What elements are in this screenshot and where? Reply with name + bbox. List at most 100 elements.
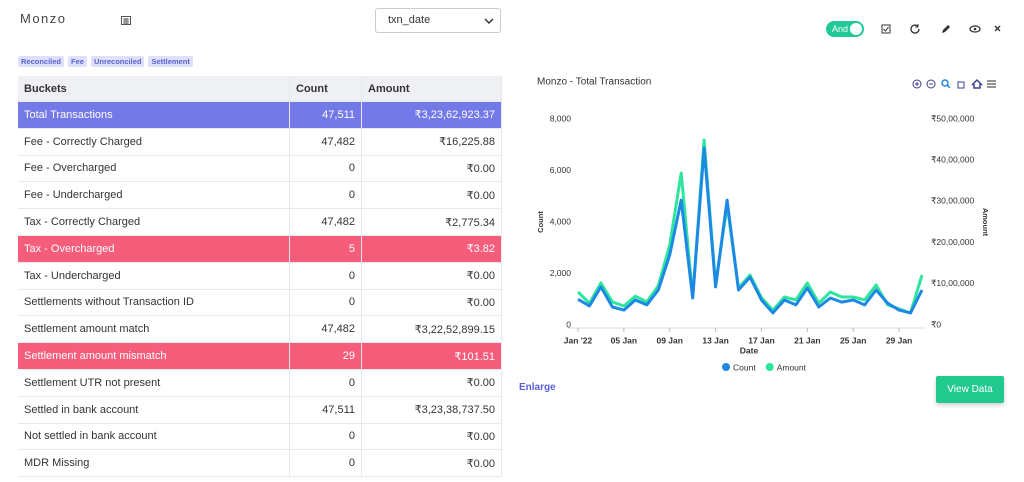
y-tick-label: 8,000 — [550, 113, 572, 123]
table-cell: Fee - Correctly Charged — [18, 128, 290, 155]
table-cell: ₹0.00 — [362, 182, 502, 209]
x-tick-label: 21 Jan — [794, 335, 820, 345]
x-tick-label: 13 Jan — [702, 335, 728, 345]
legend-marker — [765, 363, 774, 371]
view-data-button[interactable]: View Data — [936, 376, 1004, 403]
filter-tag[interactable]: Unreconciled — [90, 56, 145, 67]
table-cell: ₹16,225.88 — [362, 128, 502, 155]
table-cell: Settlement amount match — [18, 316, 290, 343]
y2-tick-label: ₹40,00,000 — [931, 154, 974, 164]
y-axis-label: Count — [536, 211, 545, 233]
x-tick-label: 29 Jan — [886, 335, 912, 345]
filter-tag[interactable]: Reconciled — [18, 56, 65, 67]
table-cell: ₹0.00 — [362, 155, 502, 182]
table-row: Tax - Overcharged 5 ₹3.82 — [18, 235, 502, 263]
filter-tag[interactable]: Fee — [68, 56, 87, 67]
column-header: Amount — [362, 76, 502, 101]
table-row: Settlement amount mismatch 29 ₹101.51 — [18, 343, 502, 370]
y2-tick-label: ₹30,00,000 — [931, 196, 974, 206]
table-cell: 0 — [290, 289, 362, 316]
y2-tick-label: ₹20,00,000 — [931, 237, 974, 247]
table-cell: 47,511 — [290, 396, 362, 423]
table-cell: MDR Missing — [18, 450, 290, 477]
table-cell: ₹3,22,52,899.15 — [362, 316, 502, 343]
app-title: Monzo — [20, 11, 67, 26]
x-axis-label: Date — [740, 345, 759, 355]
table-row: Settlement UTR not present 0 ₹0.00 — [18, 369, 502, 397]
chart-title: Monzo - Total Transaction — [537, 77, 651, 88]
table-cell: Settlement UTR not present — [18, 369, 290, 396]
table-cell: 0 — [290, 155, 362, 182]
table-row: Total Transactions 47,511 ₹3,23,62,923.37 — [18, 102, 502, 129]
series-line — [577, 146, 924, 315]
y-tick-label: 6,000 — [550, 165, 572, 175]
y-tick-label: 2,000 — [550, 268, 572, 278]
home-icon[interactable] — [971, 78, 983, 89]
table-cell: Tax - Correctly Charged — [18, 209, 290, 235]
zoom-in-icon[interactable] — [912, 79, 922, 89]
x-tick-label: Jan '22 — [564, 335, 593, 345]
table-row: Tax - Correctly Charged 47,482 ₹2,775.34 — [18, 209, 502, 236]
table-cell: 47,511 — [290, 102, 362, 128]
y-tick-label: 4,000 — [550, 216, 572, 226]
refresh-icon[interactable] — [910, 24, 920, 34]
edit-icon[interactable] — [942, 25, 950, 33]
table-cell: ₹2,775.34 — [362, 209, 502, 235]
filter-tag[interactable]: Settlement — [148, 56, 193, 67]
table-cell: Settlements without Transaction ID — [18, 289, 290, 316]
table-cell: 0 — [290, 423, 362, 450]
table-cell: ₹3.82 — [362, 235, 502, 262]
column-header: Buckets — [18, 76, 290, 101]
x-tick-label: 25 Jan — [840, 335, 866, 345]
menu-icon[interactable] — [987, 80, 996, 88]
table-cell: ₹0.00 — [362, 423, 502, 450]
table-cell: 47,482 — [290, 209, 362, 235]
y2-tick-label: ₹50,00,000 — [931, 113, 974, 123]
x-tick-label: 17 Jan — [748, 335, 774, 345]
table-header: Buckets Count Amount — [18, 76, 502, 102]
and-toggle[interactable]: And — [826, 21, 864, 37]
enlarge-link[interactable]: Enlarge — [519, 382, 556, 393]
zoom-icon[interactable] — [941, 79, 949, 87]
legend-label: Count — [733, 362, 756, 372]
date-field-select[interactable]: txn_date — [375, 8, 501, 33]
table-cell: Settled in bank account — [18, 396, 290, 423]
tag-list: Reconciled Fee Unreconciled Settlement — [18, 56, 193, 67]
buckets-table: Buckets Count Amount Total Transactions 47,5… — [18, 76, 502, 482]
table-cell: ₹0.00 — [362, 289, 502, 316]
table-cell: ₹3,23,38,737.50 — [362, 396, 502, 423]
table-cell: 0 — [290, 262, 362, 289]
table-row: Settled in bank account 47,511 ₹3,23,38,73… — [18, 396, 502, 424]
y-tick-label: 0 — [566, 319, 571, 329]
check-icon[interactable] — [881, 24, 891, 34]
table-cell: ₹3,23,62,923.37 — [362, 102, 502, 128]
chart-toolbar — [912, 78, 996, 89]
calendar-icon[interactable] — [121, 15, 131, 25]
toolbar-icons — [881, 24, 1001, 34]
table-row: Settlements without Transaction ID 0 ₹0.00 — [18, 289, 502, 317]
table-cell: 47,482 — [290, 128, 362, 155]
zoom-out-icon[interactable] — [926, 79, 936, 89]
series-line — [576, 138, 924, 315]
x-tick-label: 09 Jan — [656, 335, 682, 345]
table-cell: Fee - Undercharged — [18, 182, 290, 209]
y2-axis-label: Amount — [981, 208, 990, 237]
pan-icon[interactable] — [957, 81, 965, 89]
close-icon[interactable] — [994, 25, 1001, 32]
table-row: MDR Missing 0 ₹0.00 — [18, 450, 502, 478]
table-row: Fee - Undercharged 0 ₹0.00 — [18, 182, 502, 210]
table-cell: 29 — [290, 343, 362, 369]
column-header: Count — [290, 76, 362, 101]
view-icon[interactable] — [969, 25, 981, 33]
legend-marker — [722, 363, 730, 371]
table-row: Not settled in bank account 0 ₹0.00 — [18, 423, 502, 451]
table-cell: 5 — [290, 235, 362, 262]
y2-tick-label: ₹0 — [931, 319, 941, 329]
table-cell: ₹0.00 — [362, 262, 502, 289]
y2-tick-label: ₹10,00,000 — [931, 278, 974, 288]
table-cell: 0 — [290, 182, 362, 209]
table-row: Settlement amount match 47,482 ₹3,22,52,89… — [18, 316, 502, 344]
table-cell: Tax - Overcharged — [18, 235, 290, 262]
table-cell: Tax - Undercharged — [18, 262, 290, 289]
